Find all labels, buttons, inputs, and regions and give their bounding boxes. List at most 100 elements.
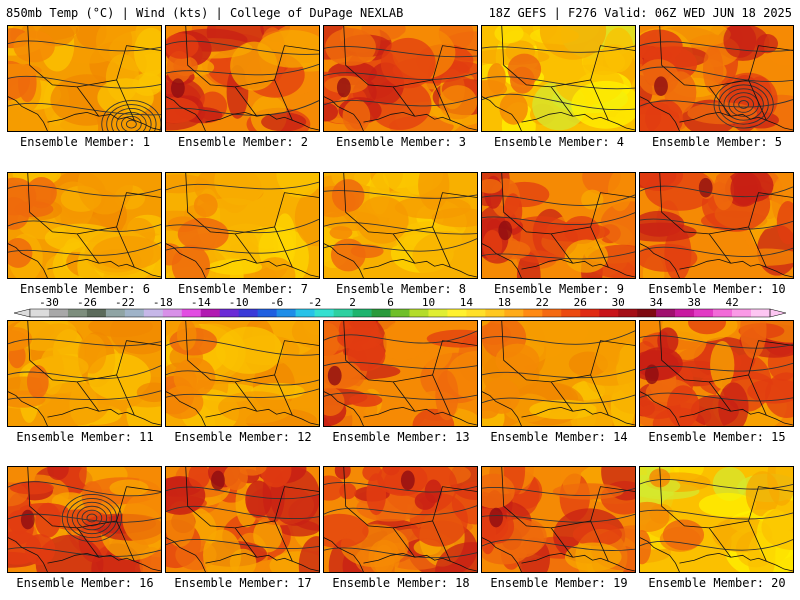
ensemble-map-14 [481,320,636,427]
colorbar-tick-label: 38 [687,296,700,309]
ensemble-map-1 [7,25,162,132]
colorbar-swatch [333,309,353,317]
colorbar-swatch [238,309,258,317]
ensemble-member-label-10: Ensemble Member: 10 [648,282,786,296]
ensemble-map-19 [481,466,636,573]
ensemble-member-label-6: Ensemble Member: 6 [19,282,151,296]
ensemble-member-label-11: Ensemble Member: 11 [16,430,154,444]
colorbar-swatch [637,309,657,317]
colorbar-swatch [390,309,410,317]
ensemble-map-12 [165,320,320,427]
colorbar-tick-label: -2 [308,296,321,309]
header-valid-time: 18Z GEFS | F276 Valid: 06Z WED JUN 18 20… [488,6,792,20]
colorbar-tick-label: -26 [77,296,97,309]
ensemble-member-label-17: Ensemble Member: 17 [174,576,312,590]
ensemble-map-16 [7,466,162,573]
colorbar-swatch [181,309,202,317]
colorbar-swatch [314,309,334,317]
ensemble-map-17 [165,466,320,573]
ensemble-member-label-7: Ensemble Member: 7 [177,282,309,296]
colorbar-swatch [561,309,581,317]
header-title: 850mb Temp (°C) | Wind (kts) | College o… [6,6,404,20]
colorbar-tick-label: 30 [612,296,625,309]
ensemble-member-label-18: Ensemble Member: 18 [332,576,470,590]
ensemble-member-label-9: Ensemble Member: 9 [493,282,625,296]
ensemble-map-7 [165,172,320,279]
colorbar-swatch [485,309,505,317]
colorbar-tick-label: 34 [650,296,664,309]
colorbar-swatch [732,309,752,317]
colorbar-swatch [352,309,372,317]
colorbar-tick-label: -10 [229,296,249,309]
colorbar-swatch [675,309,695,317]
colorbar-swatch [447,309,467,317]
colorbar-swatch [618,309,638,317]
ensemble-member-label-15: Ensemble Member: 15 [648,430,786,444]
colorbar-swatch [694,309,714,317]
ensemble-map-6 [7,172,162,279]
colorbar-swatch [713,309,733,317]
colorbar-swatch [466,309,486,317]
ensemble-map-2 [165,25,320,132]
ensemble-member-label-3: Ensemble Member: 3 [335,135,467,149]
ensemble-member-label-4: Ensemble Member: 4 [493,135,625,149]
colorbar-left-arrow [13,308,31,318]
colorbar-tick-label: 10 [422,296,435,309]
colorbar-swatch [751,309,771,317]
colorbar-swatch [200,309,221,317]
ensemble-map-13 [323,320,478,427]
ensemble-map-9 [481,172,636,279]
colorbar-tick-label: 14 [460,296,474,309]
colorbar-swatch [105,309,126,317]
colorbar-swatch [124,309,145,317]
colorbar-swatch [409,309,429,317]
ensemble-map-18 [323,466,478,573]
colorbar-tick-label: 18 [498,296,511,309]
ensemble-member-label-13: Ensemble Member: 13 [332,430,470,444]
ensemble-map-10 [639,172,794,279]
colorbar-swatch [257,309,277,317]
ensemble-member-label-2: Ensemble Member: 2 [177,135,309,149]
colorbar-swatch [599,309,619,317]
ensemble-member-label-20: Ensemble Member: 20 [648,576,786,590]
colorbar-tick-label: -30 [39,296,59,309]
ensemble-member-label-16: Ensemble Member: 16 [16,576,154,590]
colorbar-tick-label: -22 [115,296,135,309]
ensemble-map-15 [639,320,794,427]
colorbar-swatch [48,309,69,317]
ensemble-map-11 [7,320,162,427]
colorbar-swatch [428,309,448,317]
ensemble-member-label-1: Ensemble Member: 1 [19,135,151,149]
colorbar-swatch [504,309,524,317]
ensemble-member-label-14: Ensemble Member: 14 [490,430,628,444]
colorbar-tick-label: 42 [725,296,738,309]
colorbar-swatch [162,309,183,317]
colorbar-tick-label: -14 [191,296,211,309]
colorbar-swatch [542,309,562,317]
colorbar-swatch [656,309,676,317]
colorbar-tick-label: 6 [387,296,394,309]
colorbar-tick-label: 26 [574,296,587,309]
ensemble-map-20 [639,466,794,573]
colorbar-swatch [219,309,240,317]
ensemble-member-label-5: Ensemble Member: 5 [651,135,783,149]
colorbar-tick-label: 2 [349,296,356,309]
ensemble-map-3 [323,25,478,132]
colorbar-swatch [30,309,50,317]
colorbar-swatch [276,309,296,317]
ensemble-map-5 [639,25,794,132]
colorbar-swatch [371,309,391,317]
colorbar-swatch [67,309,88,317]
colorbar-swatch [580,309,600,317]
colorbar-swatch [143,309,164,317]
temperature-colorbar: -30 -26 -22 -18 -14 -10 -6 -2 2 6 10 14 18 22 26 30 34 38… [13,296,787,318]
ensemble-map-8 [323,172,478,279]
colorbar-right-arrow [769,308,787,318]
colorbar-tick-label: 22 [536,296,549,309]
colorbar-tick-label: -18 [153,296,173,309]
colorbar-swatch [295,309,315,317]
colorbar-swatch [523,309,543,317]
ensemble-member-label-19: Ensemble Member: 19 [490,576,628,590]
ensemble-member-label-12: Ensemble Member: 12 [174,430,312,444]
ensemble-map-4 [481,25,636,132]
